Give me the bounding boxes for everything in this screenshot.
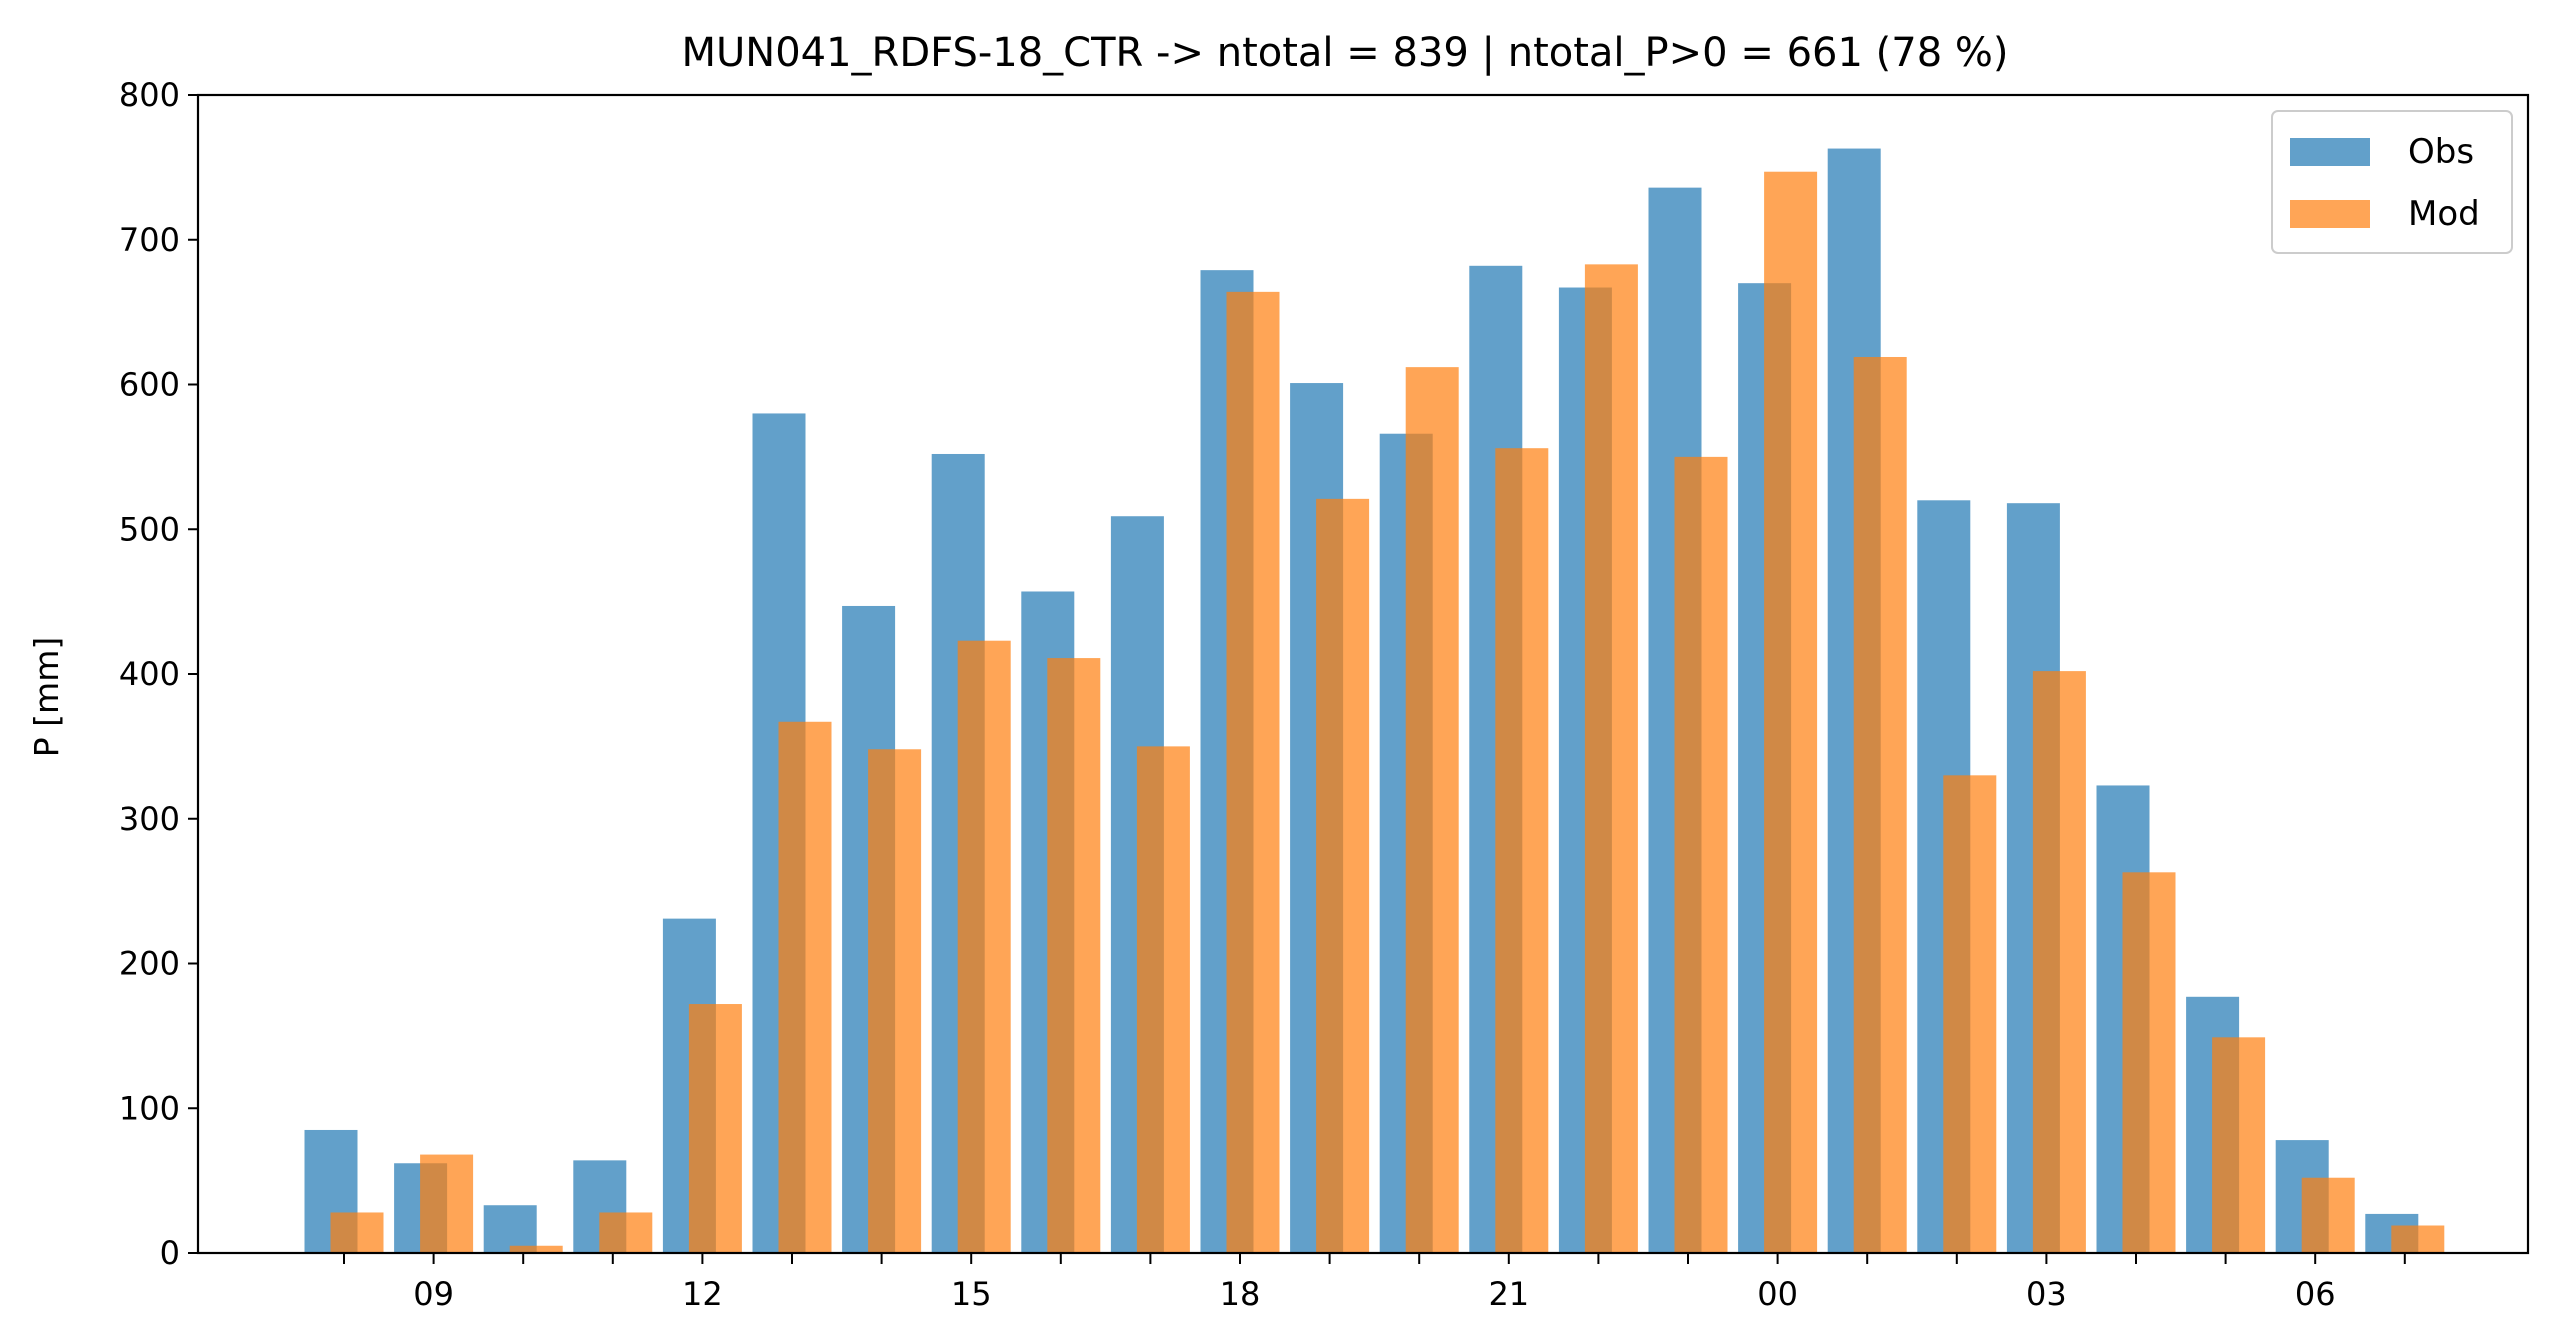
y-tick-label-0: 0 [160,1234,180,1272]
bar-mod-9 [420,1154,474,1253]
bar-obs-10 [483,1205,537,1253]
legend: Obs Mod [2271,110,2513,254]
bar-mod-12 [688,1004,742,1253]
x-tick-label-03: 03 [2026,1275,2067,1313]
bar-mod-7 [2391,1225,2445,1253]
bar-mod-19 [1316,498,1370,1253]
y-tick-label-300: 300 [119,800,180,838]
chart-title: MUN041_RDFS-18_CTR -> ntotal = 839 | nto… [682,30,2009,76]
x-tick-label-21: 21 [1488,1275,1529,1313]
bar-mod-10 [509,1245,563,1253]
bar-mod-20 [1405,367,1459,1253]
bar-mod-5 [2212,1037,2266,1253]
bar-mod-0 [1764,171,1818,1253]
bar-mod-8 [330,1212,384,1253]
x-tick-label-06: 06 [2295,1275,2336,1313]
y-axis-label: P [mm] [27,637,66,757]
x-tick-label-18: 18 [1220,1275,1261,1313]
y-tick-label-600: 600 [119,366,180,404]
y-tick-label-400: 400 [119,655,180,693]
legend-swatch-mod [2290,200,2370,228]
bar-mod-15 [957,640,1011,1253]
bar-mod-13 [778,721,832,1253]
bar-mod-17 [1136,746,1190,1253]
y-tick-label-100: 100 [119,1089,180,1127]
bars-layer [304,148,2445,1254]
bar-mod-4 [2122,872,2176,1253]
bar-mod-6 [2301,1177,2355,1253]
axes: 0 100 200 300 400 500 600 700 800 09 12 15 18 21 00 03 0… [119,76,2530,1313]
bar-mod-2 [1943,775,1997,1253]
bar-mod-3 [2032,671,2086,1253]
bar-mod-11 [599,1212,653,1253]
legend-swatch-obs [2290,138,2370,166]
x-tick-label-00: 00 [1757,1275,1798,1313]
bar-mod-1 [1853,356,1907,1253]
bar-mod-16 [1047,658,1101,1253]
y-tick-label-700: 700 [119,221,180,259]
bar-mod-18 [1226,291,1280,1253]
y-tick-label-800: 800 [119,76,180,114]
legend-label-obs: Obs [2408,132,2474,172]
bar-mod-14 [868,749,922,1253]
bar-mod-23 [1674,456,1728,1253]
x-tick-label-15: 15 [951,1275,992,1313]
bar-mod-22 [1584,264,1638,1253]
x-tick-label-12: 12 [682,1275,723,1313]
y-tick-label-200: 200 [119,945,180,983]
legend-label-mod: Mod [2408,194,2480,234]
y-tick-label-500: 500 [119,510,180,548]
bar-mod-21 [1495,448,1549,1253]
x-tick-label-09: 09 [413,1275,454,1313]
